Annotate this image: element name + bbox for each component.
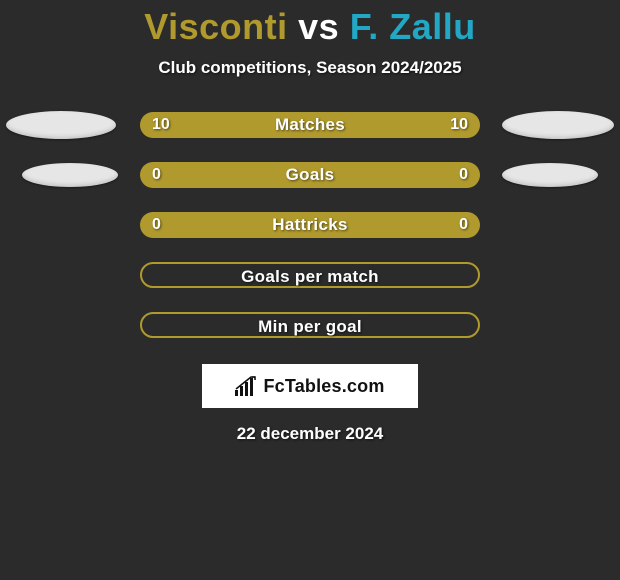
stat-value-right: 0 (459, 212, 468, 238)
stat-value-left: 0 (152, 212, 161, 238)
comparison-widget: Visconti vs F. Zallu Club competitions, … (0, 6, 620, 444)
stat-row: Hattricks0 0 (0, 212, 620, 238)
vs-word: vs (298, 6, 339, 47)
stat-value-left: 10 (152, 112, 170, 138)
stat-row: Goals0 0 (0, 162, 620, 188)
player1-badge (6, 111, 116, 139)
page-title: Visconti vs F. Zallu (0, 6, 620, 48)
date-text: 22 december 2024 (0, 424, 620, 444)
stat-bar: Hattricks0 0 (140, 212, 480, 238)
stat-label: Goals (140, 162, 480, 188)
stat-bar: Goals0 0 (140, 162, 480, 188)
stat-row: Matches10 10 (0, 112, 620, 138)
subtitle: Club competitions, Season 2024/2025 (0, 58, 620, 78)
stat-bar: Matches10 10 (140, 112, 480, 138)
stat-row: Min per goal (0, 312, 620, 338)
stat-label: Matches (140, 112, 480, 138)
fctables-icon (235, 376, 257, 396)
stat-label: Goals per match (142, 264, 478, 290)
player1-name: Visconti (144, 6, 287, 47)
player2-badge (502, 163, 598, 187)
stat-value-right: 0 (459, 162, 468, 188)
branding-text: FcTables.com (263, 376, 384, 397)
stat-label: Min per goal (142, 314, 478, 340)
stat-bar: Min per goal (140, 312, 480, 338)
stat-value-left: 0 (152, 162, 161, 188)
player2-badge (502, 111, 614, 139)
player1-badge (22, 163, 118, 187)
stat-label: Hattricks (140, 212, 480, 238)
stat-rows: Matches1010Goals00Hattricks00Goals per m… (0, 112, 620, 338)
branding-box[interactable]: FcTables.com (202, 364, 418, 408)
stat-value-right: 10 (450, 112, 468, 138)
player2-name: F. Zallu (350, 6, 476, 47)
stat-bar: Goals per match (140, 262, 480, 288)
stat-row: Goals per match (0, 262, 620, 288)
